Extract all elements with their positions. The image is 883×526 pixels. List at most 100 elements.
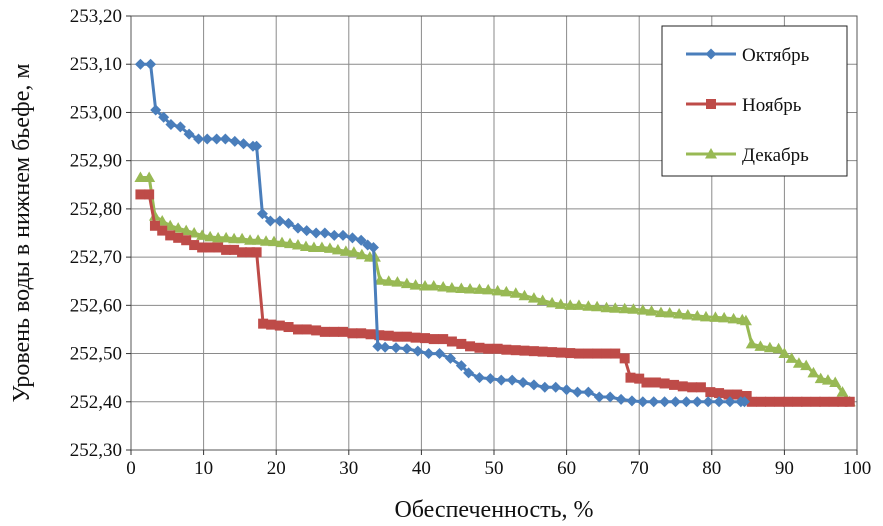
data-point	[763, 341, 776, 353]
data-point	[625, 372, 636, 383]
data-point	[237, 247, 248, 258]
data-point	[158, 111, 170, 123]
data-point	[536, 294, 549, 306]
data-point	[506, 374, 518, 386]
data-point	[659, 396, 671, 408]
data-point	[204, 230, 217, 242]
data-point	[583, 348, 594, 359]
data-point	[193, 133, 205, 145]
data-point	[582, 300, 595, 311]
data-point	[173, 232, 184, 243]
data-point	[627, 303, 640, 314]
data-point	[501, 344, 512, 355]
data-point	[172, 222, 185, 233]
data-point	[367, 241, 379, 253]
data-point	[244, 234, 257, 245]
data-point	[174, 121, 186, 133]
y-tick-label: 253,20	[70, 6, 122, 27]
data-point	[746, 396, 757, 407]
data-point	[783, 396, 794, 407]
y-tick-label: 252,90	[70, 151, 122, 172]
data-point	[346, 232, 358, 244]
data-point	[258, 318, 269, 329]
data-point	[276, 236, 289, 248]
x-axis-title: Обеспеченность, %	[394, 497, 593, 523]
legend-box	[661, 25, 848, 177]
data-point	[428, 334, 439, 345]
data-point	[626, 395, 638, 407]
data-point	[547, 347, 558, 358]
data-point	[229, 135, 241, 147]
y-tick-label: 252,80	[70, 199, 122, 220]
data-point	[315, 241, 328, 252]
y-tick-label: 252,60	[70, 295, 122, 316]
legend-label: Ноябрь	[742, 95, 802, 116]
data-point	[183, 128, 195, 140]
data-point	[331, 243, 344, 255]
data-point	[741, 390, 752, 401]
legend-entry: Октябрь	[686, 45, 810, 66]
data-point	[266, 319, 277, 330]
data-point	[445, 281, 458, 293]
data-point	[714, 388, 725, 399]
data-point	[456, 338, 467, 349]
data-point	[691, 309, 704, 321]
x-tick-label: 50	[485, 458, 504, 479]
data-point	[615, 393, 627, 405]
data-point	[410, 332, 421, 343]
data-point	[291, 239, 304, 250]
data-point	[648, 396, 660, 408]
series-2	[135, 189, 855, 407]
data-point	[669, 379, 680, 390]
data-point	[221, 244, 232, 255]
data-point	[659, 378, 670, 389]
data-point	[663, 307, 676, 318]
data-point	[401, 343, 413, 355]
x-axis-ticks: 0 10 20 30 40 50 60 70 80 90 100	[126, 450, 871, 479]
data-point	[135, 189, 146, 200]
data-point	[670, 396, 681, 408]
data-point	[810, 396, 821, 407]
data-point	[465, 341, 476, 352]
data-point	[379, 341, 391, 353]
y-tick-label: 253,00	[70, 102, 122, 123]
data-point	[565, 348, 576, 359]
data-point	[264, 215, 276, 227]
data-point	[337, 229, 349, 241]
data-point	[145, 58, 157, 70]
data-point	[792, 396, 803, 407]
data-point	[419, 280, 432, 291]
data-point	[251, 247, 262, 258]
x-tick-label: 10	[194, 458, 213, 479]
data-point	[374, 330, 385, 341]
data-point	[518, 289, 531, 301]
data-point	[211, 133, 223, 145]
data-point	[546, 296, 559, 308]
data-point	[205, 242, 216, 253]
data-point	[801, 396, 812, 407]
y-tick-label: 253,10	[70, 54, 122, 75]
data-point	[572, 299, 585, 310]
data-point	[319, 227, 331, 239]
data-point	[455, 282, 468, 293]
data-point	[464, 282, 477, 294]
data-point	[299, 240, 312, 252]
data-point	[311, 325, 322, 336]
legend-marker	[705, 48, 717, 60]
data-point	[593, 391, 605, 403]
data-point	[446, 336, 457, 347]
data-point	[738, 396, 750, 408]
data-point	[301, 324, 312, 335]
x-tick-label: 20	[267, 458, 286, 479]
data-point	[420, 333, 431, 344]
data-point	[828, 396, 839, 407]
data-point	[564, 299, 577, 310]
data-point	[484, 373, 496, 385]
data-point	[695, 382, 706, 393]
data-point	[573, 348, 584, 359]
data-point	[400, 277, 413, 289]
data-point	[739, 314, 752, 326]
data-point	[836, 386, 849, 397]
data-point	[634, 373, 645, 384]
